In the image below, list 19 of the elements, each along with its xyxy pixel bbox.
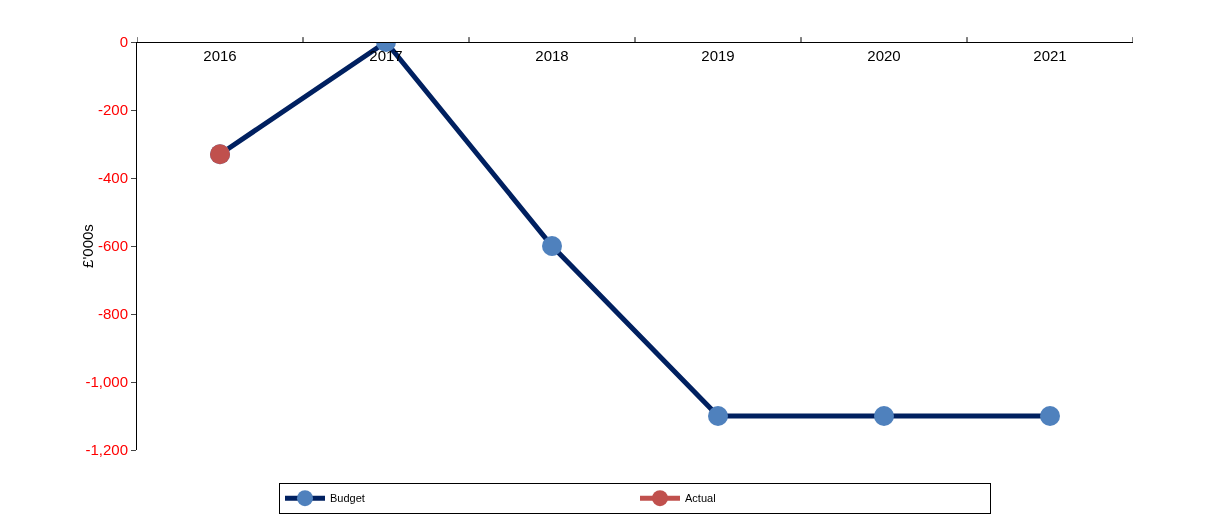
y-tick-label: -1,200: [85, 441, 128, 459]
y-tick-label: 0: [119, 33, 128, 51]
x-tick-label: 2016: [203, 47, 237, 64]
y-axis-title: £'000s: [78, 224, 96, 268]
y-tick-label: -1,000: [85, 373, 128, 391]
point: [1040, 406, 1060, 426]
legend-label: Budget: [330, 492, 365, 505]
y-tick-label: -800: [97, 305, 128, 323]
legend-label: Actual: [685, 492, 716, 505]
x-tick-label: 2018: [535, 47, 569, 64]
point: [708, 406, 728, 426]
x-tick-label: 2021: [1033, 47, 1067, 64]
x-tick-label: 2020: [867, 47, 901, 64]
y-tick-label: -400: [97, 169, 128, 187]
y-tick-label: -200: [97, 101, 128, 119]
x-tick-label: 2019: [701, 47, 735, 64]
y-tick-label: -600: [97, 237, 128, 255]
point: [874, 406, 894, 426]
point: [542, 236, 562, 256]
